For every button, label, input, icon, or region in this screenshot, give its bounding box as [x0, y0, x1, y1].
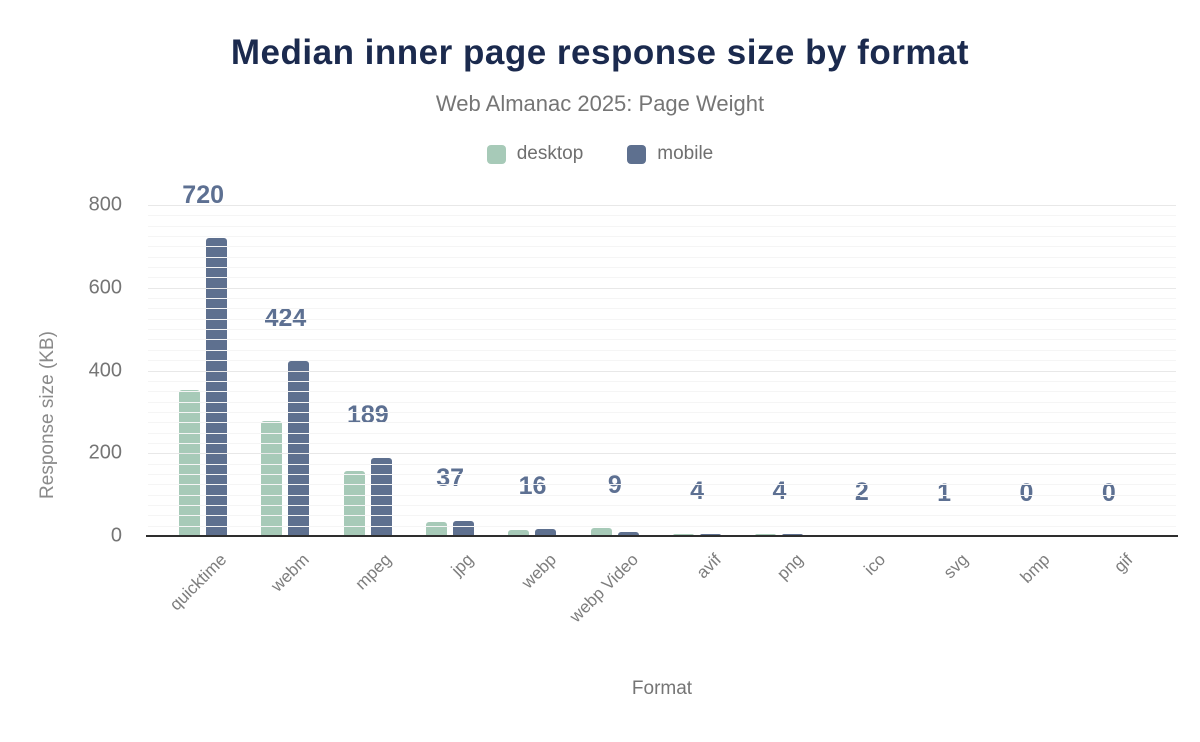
- category-group: 424 webm: [244, 205, 326, 596]
- legend-item-mobile[interactable]: mobile: [627, 143, 713, 165]
- gridline: [148, 484, 1176, 486]
- bar-pair: [244, 205, 326, 536]
- bar-desktop[interactable]: [261, 420, 283, 536]
- legend-label: mobile: [657, 143, 714, 164]
- y-tick-label: 600: [88, 276, 122, 299]
- gridline: [148, 277, 1176, 279]
- gridline: [148, 463, 1176, 465]
- category-group: 720 quicktime: [162, 183, 244, 615]
- bar-value-label: 0: [1019, 479, 1034, 507]
- bar-value-label: 720: [182, 181, 225, 210]
- category-group: 0 gif: [1068, 205, 1150, 577]
- gridline: [148, 494, 1176, 496]
- gridline: [148, 422, 1176, 424]
- x-tick-label: avif: [692, 550, 725, 583]
- category-group: 37 jpg: [409, 205, 491, 579]
- x-tick-label: gif: [1110, 550, 1137, 577]
- y-tick-label: 800: [88, 193, 122, 216]
- bar-mobile[interactable]: [535, 529, 557, 536]
- x-axis-title: Format: [631, 678, 693, 699]
- x-axis-line: [146, 535, 1178, 537]
- y-axis-tick-labels: 0 200 400 600 800: [0, 194, 136, 547]
- plot-area: 720quicktime424webm189mpeg37jpg16webp9we…: [148, 183, 1176, 626]
- bar-desktop[interactable]: [673, 533, 695, 536]
- x-tick-label: webm: [267, 550, 313, 596]
- gridline: [148, 215, 1176, 217]
- bar-desktop[interactable]: [179, 390, 201, 536]
- x-tick-label: mpeg: [351, 550, 396, 594]
- legend: desktop mobile: [0, 143, 1200, 165]
- legend-swatch-desktop: [486, 144, 506, 164]
- gridline: [148, 308, 1176, 310]
- gridline: [148, 411, 1176, 413]
- gridline: [148, 401, 1176, 403]
- gridline: [148, 349, 1176, 351]
- chart-title: Median inner page response size by forma…: [230, 33, 970, 72]
- gridline: [148, 473, 1176, 475]
- bar-mobile[interactable]: [617, 532, 639, 536]
- bar-pair: [491, 205, 573, 536]
- gridline: [148, 298, 1176, 300]
- bar-value-label: 2: [854, 478, 869, 507]
- bar-mobile[interactable]: [288, 360, 310, 536]
- gridline: [148, 205, 1176, 206]
- y-tick-label: 200: [88, 441, 122, 464]
- gridline: [148, 318, 1176, 320]
- gridline: [148, 525, 1176, 527]
- x-tick-label: webp: [517, 550, 560, 593]
- gridline: [148, 339, 1176, 341]
- bar-pair: [162, 205, 244, 536]
- x-tick-label: bmp: [1017, 550, 1054, 587]
- legend-item-desktop[interactable]: desktop: [486, 143, 584, 165]
- gridline: [148, 370, 1176, 372]
- bar-desktop[interactable]: [590, 528, 612, 536]
- bar-desktop[interactable]: [755, 533, 777, 536]
- gridline: [148, 246, 1176, 248]
- bar-value-label: 0: [1101, 479, 1116, 507]
- x-tick-label: jpg: [448, 550, 478, 580]
- x-tick-label: webp Video: [566, 550, 643, 627]
- bar-mobile[interactable]: [453, 520, 475, 536]
- gridline: [148, 504, 1176, 506]
- bar-desktop[interactable]: [508, 530, 530, 536]
- bar-groups: 720quicktime424webm189mpeg37jpg16webp9we…: [162, 183, 1150, 626]
- y-tick-label: 0: [110, 524, 122, 547]
- bar-mobile[interactable]: [370, 457, 392, 536]
- category-group: 0 bmp: [985, 205, 1067, 587]
- category-group: 189 mpeg: [327, 205, 409, 594]
- gridline: [148, 391, 1176, 393]
- gridline: [148, 380, 1176, 382]
- y-tick-label: 400: [88, 359, 122, 381]
- bar-desktop[interactable]: [343, 470, 365, 536]
- bar-pair: [327, 205, 409, 536]
- gridline: [148, 329, 1176, 331]
- gridline: [148, 236, 1176, 238]
- bar-desktop[interactable]: [426, 521, 448, 536]
- x-tick-label: quicktime: [166, 550, 231, 615]
- gridline: [148, 360, 1176, 362]
- gridline: [148, 256, 1176, 258]
- gridline: [148, 225, 1176, 227]
- x-tick-label: svg: [939, 550, 972, 583]
- x-tick-label: ico: [860, 550, 890, 579]
- gridline: [148, 267, 1176, 269]
- bar-value-label: 37: [436, 463, 465, 492]
- bar-value-label: 1: [937, 478, 952, 507]
- bar-mobile[interactable]: [206, 238, 228, 536]
- x-tick-label: png: [773, 550, 807, 584]
- legend-swatch-mobile: [627, 144, 647, 164]
- gridline: [148, 515, 1176, 517]
- legend-label: desktop: [516, 143, 584, 164]
- chart-subtitle: Web Almanac 2025: Page Weight: [435, 91, 765, 116]
- bar-pair: [574, 205, 656, 536]
- gridline: [148, 432, 1176, 434]
- gridline: [148, 287, 1176, 289]
- gridline: [148, 453, 1176, 455]
- bar-pair: [409, 205, 491, 536]
- gridline: [148, 442, 1176, 444]
